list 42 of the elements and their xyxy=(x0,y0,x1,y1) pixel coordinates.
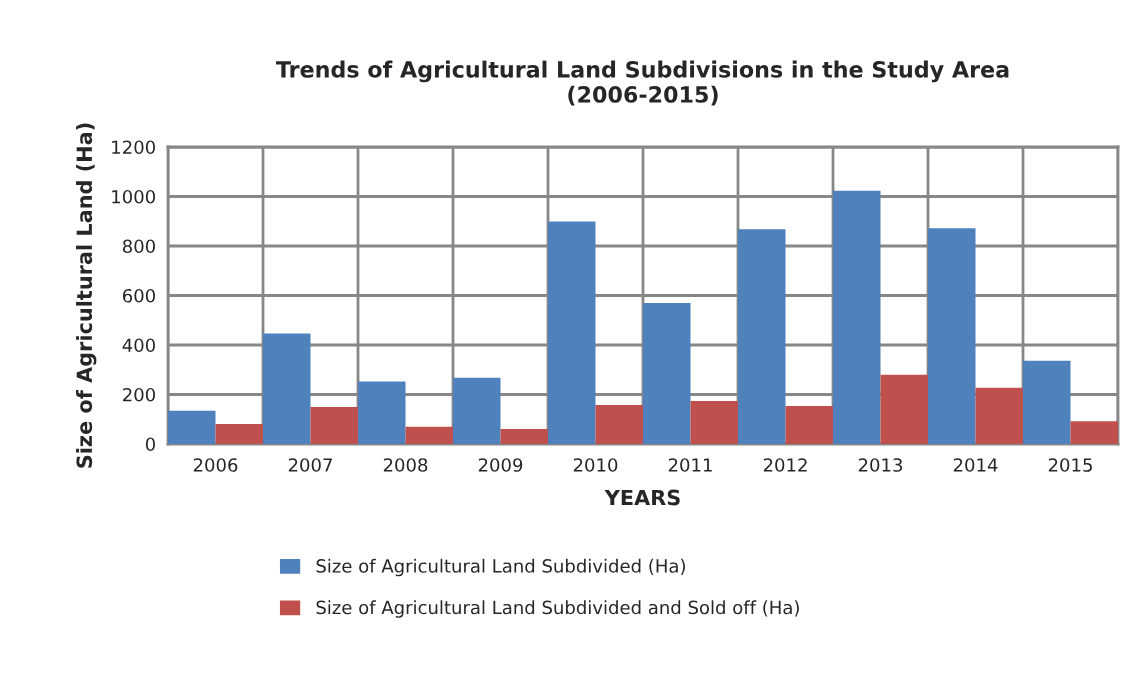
x-tick-label: 2012 xyxy=(763,458,807,472)
bar xyxy=(500,428,548,444)
bar xyxy=(928,228,976,444)
x-tick-label: 2008 xyxy=(383,458,428,472)
bar xyxy=(785,405,833,444)
y-tick-label: 1200 xyxy=(112,140,155,155)
x-tick-label: 2006 xyxy=(193,458,238,472)
bar xyxy=(833,190,881,444)
bar xyxy=(168,410,216,444)
bar xyxy=(1070,421,1118,444)
x-tick-label: 2015 xyxy=(1048,458,1092,472)
y-tick-label: 400 xyxy=(122,338,155,353)
legend-label: Size of Agricultural Land Subdivided (Ha) xyxy=(316,558,685,577)
bar xyxy=(738,229,786,444)
x-tick-label: 2013 xyxy=(858,458,903,472)
x-tick-label: 2007 xyxy=(288,458,332,472)
chart-title: Trends of Agricultural Land Subdivisions in the Study Area (2006-2015) xyxy=(275,60,1009,106)
y-tick-label: 600 xyxy=(122,288,155,303)
x-tick-label: 2009 xyxy=(478,458,523,472)
bar xyxy=(643,302,691,444)
bar xyxy=(548,221,596,444)
x-axis-title: YEARS xyxy=(604,489,680,506)
bar xyxy=(880,374,928,444)
y-tick-label: 1000 xyxy=(112,189,155,204)
legend-label: Size of Agricultural Land Subdivided and Sold off (Ha) xyxy=(316,600,799,618)
bar xyxy=(310,407,358,444)
bar xyxy=(215,423,263,444)
x-tick-label: 2011 xyxy=(668,458,712,472)
bar xyxy=(405,426,453,444)
y-tick-label: 0 xyxy=(145,437,155,452)
x-tick-label: 2014 xyxy=(953,458,998,472)
x-tick-label: 2010 xyxy=(573,458,618,472)
y-tick-label: 200 xyxy=(123,387,155,402)
bar xyxy=(453,377,501,444)
bar xyxy=(263,333,311,444)
bar xyxy=(690,400,738,444)
y-axis-title: Size of Agricultural Land (Ha) xyxy=(76,123,97,468)
bar xyxy=(358,381,406,444)
bar xyxy=(975,387,1023,444)
bar xyxy=(595,404,643,444)
y-tick-label: 800 xyxy=(122,239,155,254)
bar xyxy=(1023,360,1071,444)
